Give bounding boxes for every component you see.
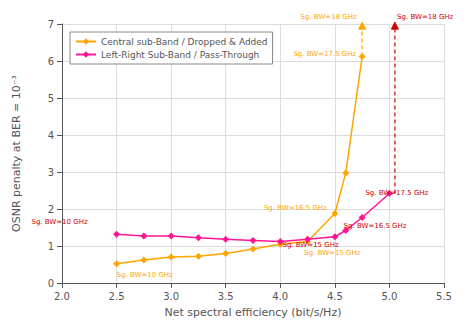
- svg-text:Central sub-Band / Dropped & A: Central sub-Band / Dropped & Added: [101, 37, 268, 47]
- svg-text:Sg. BW=16.5 GHz: Sg. BW=16.5 GHz: [344, 222, 407, 230]
- svg-text:3: 3: [48, 167, 54, 178]
- svg-text:0: 0: [48, 278, 54, 289]
- svg-text:6: 6: [48, 56, 54, 67]
- svg-text:3.5: 3.5: [218, 291, 234, 302]
- svg-text:Sg. BW=17.5 GHz: Sg. BW=17.5 GHz: [365, 189, 428, 197]
- svg-text:2: 2: [48, 204, 54, 215]
- svg-text:Sg. BW=18 GHz: Sg. BW=18 GHz: [397, 13, 453, 21]
- svg-text:Sg. BW=16.5 GHz: Sg. BW=16.5 GHz: [264, 204, 327, 212]
- svg-text:1: 1: [48, 241, 54, 252]
- svg-text:Sg. BW=10 GHz: Sg. BW=10 GHz: [31, 218, 87, 226]
- svg-text:Sg. BW=18 GHz: Sg. BW=18 GHz: [301, 13, 357, 21]
- svg-text:3.0: 3.0: [163, 291, 179, 302]
- svg-text:OSNR penalty at BER = 10⁻³: OSNR penalty at BER = 10⁻³: [10, 75, 23, 232]
- svg-text:5.0: 5.0: [381, 291, 397, 302]
- svg-text:2.5: 2.5: [109, 291, 125, 302]
- svg-text:7: 7: [48, 19, 54, 30]
- svg-text:5.5: 5.5: [436, 291, 452, 302]
- svg-text:Net spectral efficiency (bit/s: Net spectral efficiency (bit/s/Hz): [165, 306, 342, 319]
- svg-text:2.0: 2.0: [54, 291, 70, 302]
- svg-text:Sg. BW=15 GHz: Sg. BW=15 GHz: [304, 249, 360, 257]
- svg-text:Sg. BW=17.5 GHz: Sg. BW=17.5 GHz: [293, 50, 356, 58]
- svg-text:Sg. BW=15 GHz: Sg. BW=15 GHz: [282, 241, 338, 249]
- svg-text:4.0: 4.0: [272, 291, 288, 302]
- svg-text:Left-Right Sub-Band / Pass-Thr: Left-Right Sub-Band / Pass-Through: [101, 50, 259, 60]
- svg-text:4.5: 4.5: [327, 291, 343, 302]
- svg-text:Sg. BW=10 GHz: Sg. BW=10 GHz: [117, 271, 173, 279]
- svg-text:5: 5: [48, 93, 54, 104]
- svg-text:4: 4: [48, 130, 54, 141]
